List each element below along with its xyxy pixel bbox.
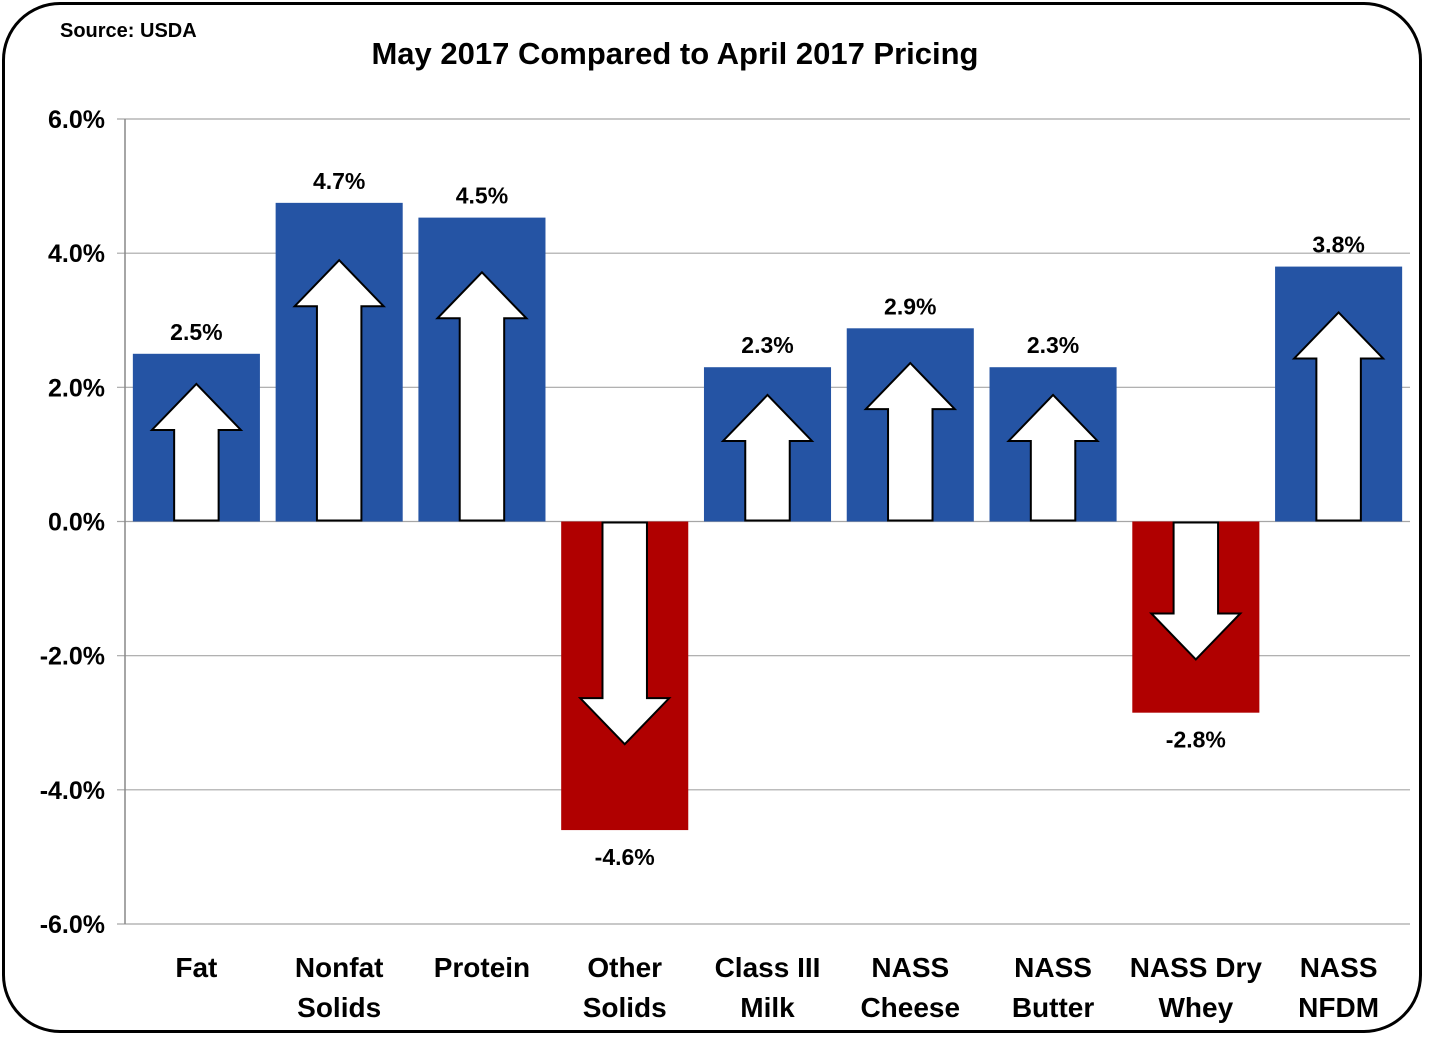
y-tick-label: 4.0% xyxy=(48,240,105,268)
data-label: 4.7% xyxy=(313,168,365,194)
down-arrow-icon xyxy=(577,521,672,746)
data-label: 4.5% xyxy=(456,183,508,209)
x-tick-label: NASS xyxy=(871,952,949,983)
up-arrow-icon xyxy=(720,393,815,522)
x-tick-label: Solids xyxy=(297,992,381,1023)
x-tick-label: Whey xyxy=(1158,992,1233,1023)
up-arrow-icon xyxy=(863,361,958,522)
x-tick-label: NFDM xyxy=(1298,992,1379,1023)
x-tick-label: Nonfat xyxy=(295,952,384,983)
x-tick-label: NASS xyxy=(1014,952,1092,983)
source-label: Source: USDA xyxy=(60,20,197,42)
up-arrow-icon xyxy=(1006,393,1100,522)
x-tick-label: Cheese xyxy=(860,992,960,1023)
y-tick-label: 2.0% xyxy=(48,374,105,402)
x-tick-label: Butter xyxy=(1012,992,1095,1023)
y-tick-label: 6.0% xyxy=(48,106,105,134)
up-arrow-icon xyxy=(149,382,244,522)
x-tick-label: Class III xyxy=(715,952,821,983)
data-label: 2.3% xyxy=(741,332,793,358)
x-tick-label: Fat xyxy=(175,952,217,983)
x-tick-label: Milk xyxy=(740,992,795,1023)
data-label: 2.9% xyxy=(884,293,936,319)
y-tick-label: -2.0% xyxy=(40,643,105,671)
up-arrow-icon xyxy=(1291,311,1386,522)
data-label: 2.5% xyxy=(170,319,222,345)
up-arrow-icon xyxy=(435,270,529,522)
down-arrow-icon xyxy=(1149,521,1243,661)
x-tick-label: Other xyxy=(587,952,662,983)
data-label: -4.6% xyxy=(595,844,655,870)
y-tick-label: -6.0% xyxy=(40,911,105,939)
data-label: -2.8% xyxy=(1166,727,1226,753)
x-tick-label: NASS Dry xyxy=(1130,952,1263,983)
up-arrow-icon xyxy=(292,258,386,522)
x-tick-label: Solids xyxy=(583,992,667,1023)
data-label: 3.8% xyxy=(1312,232,1364,258)
y-tick-label: -4.0% xyxy=(40,777,105,805)
x-tick-label: Protein xyxy=(434,952,530,983)
x-tick-label: NASS xyxy=(1300,952,1378,983)
data-label: 2.3% xyxy=(1027,332,1079,358)
y-tick-label: 0.0% xyxy=(48,509,105,537)
chart-title: May 2017 Compared to April 2017 Pricing xyxy=(371,36,979,71)
